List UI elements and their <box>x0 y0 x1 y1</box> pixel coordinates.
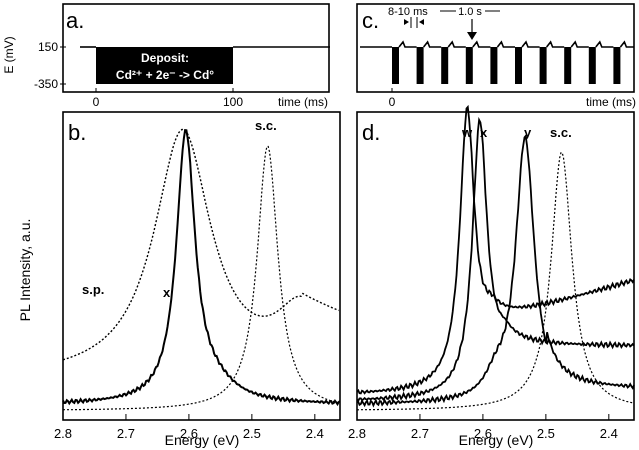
panel-b-label-sp: s.p. <box>82 282 104 297</box>
panel-c-arrow-right <box>404 19 409 25</box>
panel-a-deposit-reaction: Cd²⁺ + 2e⁻ -> Cd° <box>116 68 214 82</box>
panel-a-xlabel: time (ms) <box>278 95 328 109</box>
panel-c-pulse <box>564 47 572 84</box>
panel-d-label-w: w <box>461 125 473 140</box>
panel-b-frame <box>62 111 341 421</box>
shared-ylabel: PL Intensity, a.u. <box>17 219 33 322</box>
panel-b-curve-sp <box>62 128 339 361</box>
panel-a: a. E (mV) 150 -350 Deposit: Cd²⁺ + 2e⁻ -… <box>2 3 330 109</box>
panel-d-label-y: y <box>524 125 532 140</box>
panel-c-down-arrow-head <box>467 32 477 40</box>
panel-b-xtick-label: 2.5 <box>243 426 261 441</box>
panel-c-letter: c. <box>362 8 379 33</box>
panel-c-pulse <box>441 47 449 84</box>
panel-c-arrow-left <box>419 19 424 25</box>
panel-c-frame <box>356 3 635 93</box>
panel-a-ytick-neg350: -350 <box>34 77 58 91</box>
panel-b-label-x: x <box>163 285 171 300</box>
panel-b-curve-x <box>62 128 341 407</box>
panel-c-pulse <box>416 47 424 84</box>
panel-b-xtick-label: 2.6 <box>180 426 198 441</box>
panel-c-pulse-train <box>360 40 634 84</box>
panel-a-ylabel: E (mV) <box>2 36 16 73</box>
panel-a-letter: a. <box>66 8 84 33</box>
panel-a-xtick-0: 0 <box>93 95 100 109</box>
panel-d-xtick-label: 2.5 <box>537 426 555 441</box>
panel-b-xtick-label: 2.7 <box>117 426 135 441</box>
panel-c-period-label: 1.0 s <box>458 6 482 18</box>
panel-c-pulse <box>465 47 473 84</box>
panel-d-xtick-label: 2.4 <box>600 426 618 441</box>
panel-d-xlabel: Energy (eV) <box>459 432 534 448</box>
panel-c-pulse <box>515 47 522 84</box>
panel-d: d. w x y s.c. 2.8 2.7 2.6 2.5 2.4 Energy (eV… <box>348 104 635 448</box>
panel-d-curve-x <box>356 116 635 402</box>
panel-b-xtick-label: 2.8 <box>54 426 72 441</box>
panel-c-xlabel: time (ms) <box>586 95 636 109</box>
panel-d-label-sc: s.c. <box>550 125 572 140</box>
panel-d-xtick-label: 2.8 <box>348 426 366 441</box>
panel-d-xtick-label: 2.6 <box>474 426 492 441</box>
panel-b-letter: b. <box>68 120 86 145</box>
panel-d-xtick-label: 2.7 <box>411 426 429 441</box>
panel-b-xticks: 2.8 2.7 2.6 2.5 2.4 <box>54 414 324 441</box>
panel-b-label-sc: s.c. <box>255 118 277 133</box>
panel-d-curve-w <box>356 104 635 395</box>
panel-d-xticks: 2.8 2.7 2.6 2.5 2.4 <box>348 414 618 441</box>
panel-c-pulse-width-label: 8-10 ms <box>388 6 428 18</box>
panel-b: b. s.p. x s.c. 2.8 2.7 2.6 2.5 2.4 Energy (e… <box>54 111 341 448</box>
panel-c: c. 8-10 ms 1.0 s 0 time (ms) <box>356 3 636 109</box>
panel-a-ytick-150: 150 <box>38 40 58 54</box>
panel-b-curve-sc <box>62 145 341 411</box>
panel-a-deposit-pulse <box>96 47 233 84</box>
panel-a-deposit-title: Deposit: <box>141 51 189 65</box>
panel-d-label-x: x <box>480 125 488 140</box>
panel-c-pulse <box>588 47 596 84</box>
panel-d-curve-y <box>356 133 635 408</box>
panel-c-waveform <box>360 40 634 48</box>
panel-b-xtick-label: 2.4 <box>306 426 324 441</box>
panel-c-xtick-0: 0 <box>389 95 396 109</box>
panel-a-frame <box>62 3 330 93</box>
panel-c-pulse <box>613 47 621 84</box>
panel-c-pulse <box>392 47 399 84</box>
panel-c-pulse <box>539 47 547 84</box>
panel-d-curve-sc <box>357 152 635 411</box>
panel-a-xtick-100: 100 <box>223 95 243 109</box>
panel-b-xlabel: Energy (eV) <box>165 432 240 448</box>
panel-d-frame <box>356 111 635 421</box>
panel-d-letter: d. <box>362 120 380 145</box>
panel-c-pulse <box>490 47 498 84</box>
